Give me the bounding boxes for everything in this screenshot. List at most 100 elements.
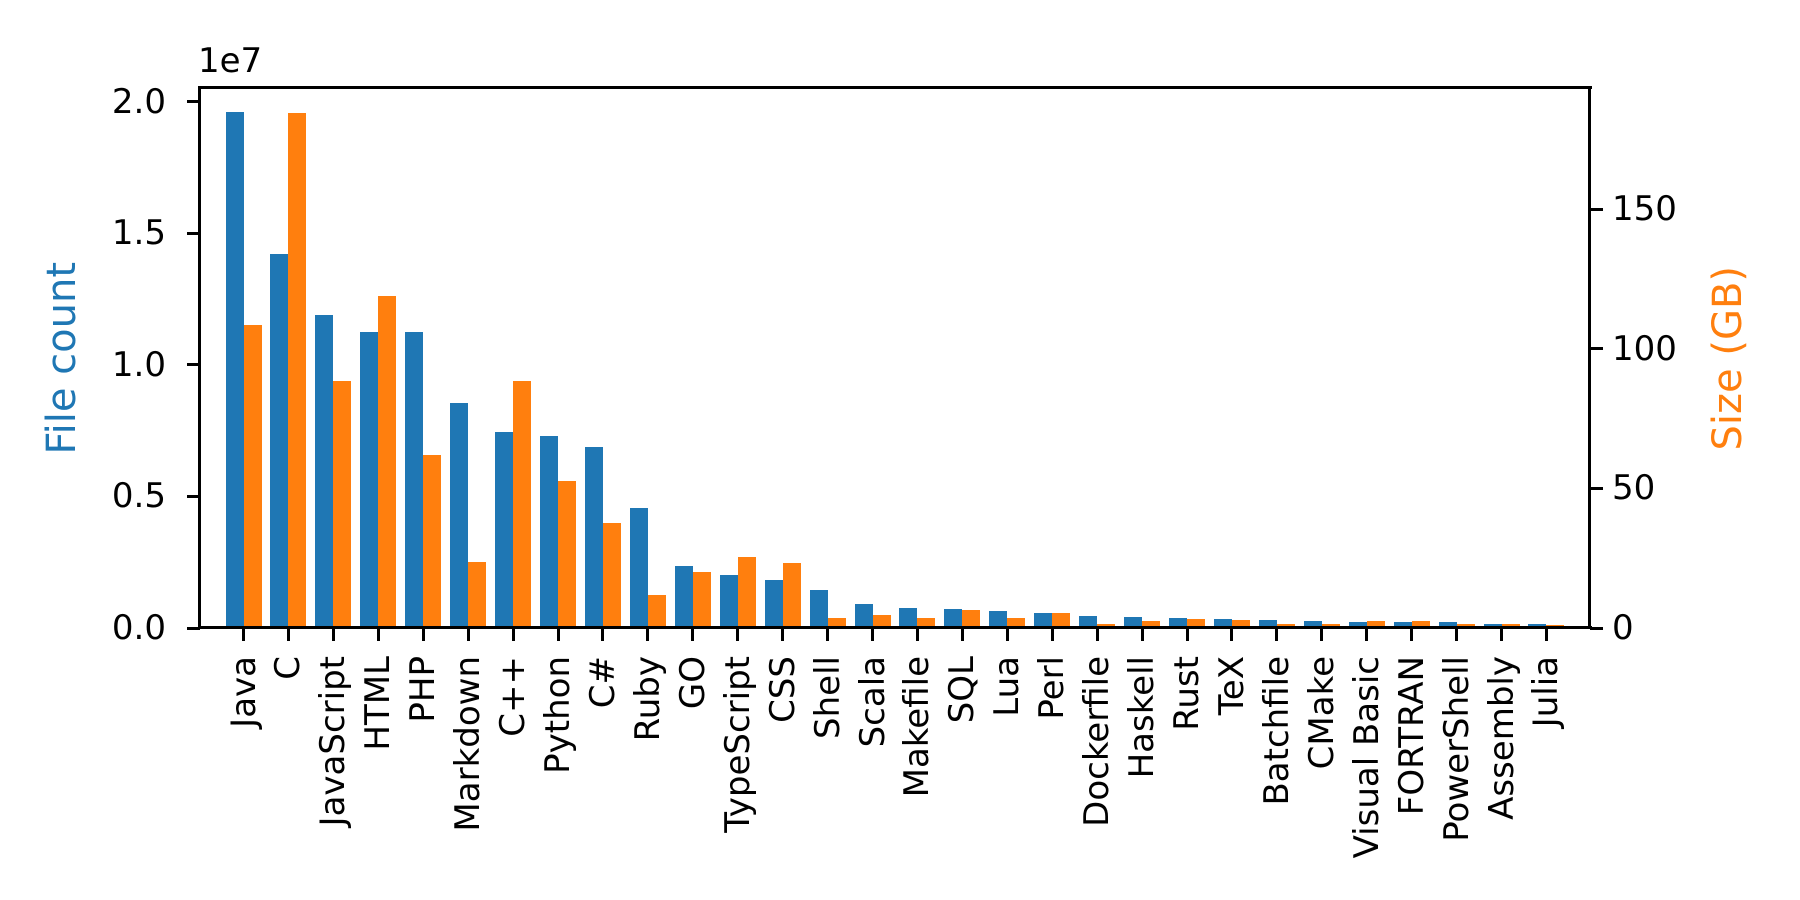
x-tick-label: Perl: [1032, 656, 1073, 720]
size-gb-bar: [1366, 620, 1385, 628]
file-count-bar: [719, 574, 738, 628]
file-count-bar: [1213, 619, 1232, 628]
file-count-bar: [989, 610, 1008, 628]
file-count-bar: [584, 446, 603, 628]
x-tickmark: [915, 628, 919, 641]
file-count-bar: [1438, 622, 1457, 628]
x-tickmark: [1365, 628, 1369, 641]
x-tickmark: [736, 628, 740, 641]
file-count-bar: [944, 608, 963, 628]
x-tickmark: [1185, 628, 1189, 641]
file-count-bar: [764, 580, 783, 628]
x-tickmark: [601, 628, 605, 641]
right-y-tick-label: 150: [1612, 189, 1677, 230]
x-tick-label: GO: [672, 656, 713, 710]
right-y-tickmark: [1590, 486, 1603, 490]
x-tickmark: [1140, 628, 1144, 641]
x-tickmark: [1050, 628, 1054, 641]
x-tickmark: [1005, 628, 1009, 641]
y-axis-offset-label: 1e7: [198, 41, 263, 81]
x-tick-label: PowerShell: [1436, 656, 1477, 842]
x-tick-label: FORTRAN: [1391, 656, 1432, 816]
x-tickmark: [1455, 628, 1459, 641]
file-count-bar: [495, 431, 514, 628]
size-gb-bar: [692, 572, 711, 628]
x-tickmark: [960, 628, 964, 641]
x-tick-label: Visual Basic: [1346, 656, 1387, 859]
x-tick-label: Shell: [807, 656, 848, 739]
x-tickmark: [1544, 628, 1548, 641]
file-count-bar: [540, 435, 559, 628]
x-tickmark: [691, 628, 695, 641]
file-count-bar: [1348, 621, 1367, 628]
file-count-bar: [450, 403, 469, 628]
size-gb-bar: [1231, 620, 1250, 628]
x-tick-label: Dockerfile: [1077, 656, 1118, 827]
left-y-tick-label: 2.0: [111, 81, 166, 122]
x-tickmark: [466, 628, 470, 641]
x-tick-label: TeX: [1211, 656, 1252, 716]
x-tick-label: Lua: [987, 656, 1028, 717]
x-tick-label: Markdown: [448, 656, 489, 832]
file-count-bar: [405, 331, 424, 628]
bottom-spine: [198, 626, 1592, 629]
x-tickmark: [871, 628, 875, 641]
size-gb-bar: [1501, 623, 1520, 628]
x-tick-label: TypeScript: [717, 656, 758, 833]
x-tick-label: C: [268, 656, 309, 680]
x-tickmark: [511, 628, 515, 641]
x-tick-label: C++: [493, 656, 534, 737]
size-gb-bar: [423, 454, 442, 628]
file-count-bar: [629, 508, 648, 628]
x-tick-label: Python: [538, 656, 579, 774]
file-count-bar: [674, 566, 693, 628]
size-gb-bar: [243, 325, 262, 628]
left-y-tickmark: [187, 100, 200, 104]
size-gb-bar: [558, 480, 577, 628]
left-y-tick-label: 1.5: [111, 213, 166, 254]
file-count-bar: [899, 608, 918, 628]
x-tickmark: [286, 628, 290, 641]
file-count-bar: [270, 253, 289, 628]
file-count-bar: [1258, 619, 1277, 628]
top-spine: [198, 86, 1592, 89]
x-tick-label: Assembly: [1481, 656, 1522, 820]
size-gb-bar: [1007, 618, 1026, 628]
x-tick-label: Batchfile: [1256, 656, 1297, 806]
size-gb-bar: [288, 112, 307, 628]
size-gb-bar: [737, 557, 756, 628]
left-y-tick-label: 0.0: [111, 608, 166, 648]
right-y-tick-label: 50: [1612, 468, 1656, 509]
size-gb-bar: [468, 561, 487, 628]
x-tick-label: Julia: [1526, 656, 1567, 728]
size-gb-bar: [378, 296, 397, 628]
x-tickmark: [1320, 628, 1324, 641]
x-tickmark: [646, 628, 650, 641]
x-tickmark: [1095, 628, 1099, 641]
right-y-tickmark: [1590, 626, 1603, 630]
x-tickmark: [781, 628, 785, 641]
right-spine: [1588, 86, 1591, 629]
x-tickmark: [376, 628, 380, 641]
left-y-tickmark: [187, 231, 200, 235]
x-tick-label: PHP: [403, 656, 444, 723]
x-tickmark: [421, 628, 425, 641]
size-gb-bar: [827, 617, 846, 628]
x-tick-label: Haskell: [1122, 656, 1163, 779]
x-tickmark: [556, 628, 560, 641]
file-count-bar: [1169, 617, 1188, 628]
size-gb-bar: [647, 595, 666, 628]
x-tick-label: Makefile: [897, 656, 938, 798]
x-tick-label: C#: [582, 656, 623, 709]
left-y-tickmark: [187, 494, 200, 498]
file-count-bar: [1393, 622, 1412, 628]
x-tickmark: [1230, 628, 1234, 641]
size-gb-bar: [1142, 620, 1161, 628]
left-y-tick-label: 0.5: [111, 476, 166, 517]
size-gb-bar: [602, 523, 621, 628]
left-y-tickmark: [187, 363, 200, 367]
left-y-tick-label: 1.0: [111, 344, 166, 385]
file-count-bar: [1079, 616, 1098, 628]
size-gb-bar: [333, 380, 352, 628]
